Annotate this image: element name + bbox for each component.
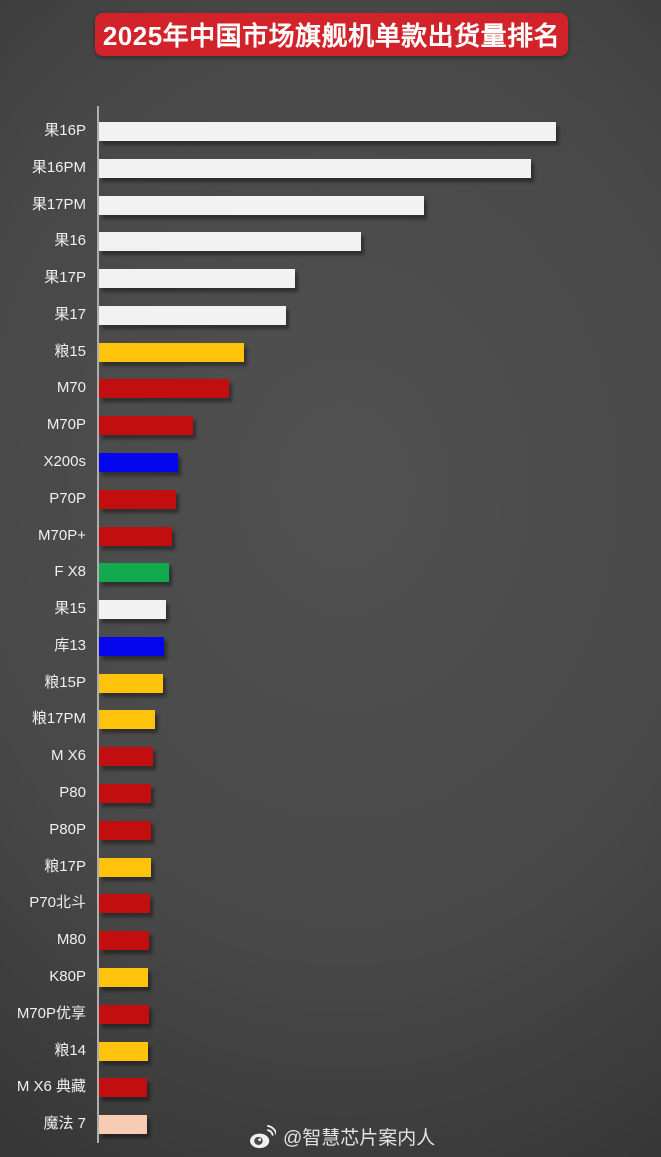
bar xyxy=(99,232,361,251)
bar-label: 果17PM xyxy=(31,196,86,213)
bar xyxy=(99,306,286,325)
bar-label: 果16P xyxy=(44,122,86,139)
bar-row: F X8 xyxy=(0,562,661,582)
axis-line xyxy=(97,106,99,1143)
watermark-handle: @智慧芯片案内人 xyxy=(283,1127,436,1149)
bar xyxy=(99,821,151,840)
bar-row: 果16PM xyxy=(0,158,661,178)
bar-label: 粮15P xyxy=(44,674,86,691)
weibo-icon xyxy=(250,1124,276,1148)
bar-row: P80P xyxy=(0,820,661,840)
bar xyxy=(99,784,151,803)
page-title: 2025年中国市场旗舰机单款出货量排名 xyxy=(102,21,561,51)
bar-label: P80P xyxy=(49,821,86,838)
bar-label: M70 xyxy=(56,379,86,396)
bar-label: P70P xyxy=(49,490,86,507)
bar xyxy=(99,122,556,141)
bar-row: M70P xyxy=(0,415,661,435)
bar-row: M X6 xyxy=(0,746,661,766)
bar-row: 果17PM xyxy=(0,195,661,215)
bar xyxy=(99,269,295,288)
bar-row: M70P+ xyxy=(0,526,661,546)
bar xyxy=(99,1005,149,1024)
bar-label: 魔法 7 xyxy=(43,1115,86,1132)
bar-label: M70P优享 xyxy=(16,1005,86,1022)
bar-label: 粮15 xyxy=(54,343,86,360)
bar-row: 粮17P xyxy=(0,857,661,877)
bar xyxy=(99,196,424,215)
bar xyxy=(99,527,172,546)
bar-row: M70 xyxy=(0,378,661,398)
bar xyxy=(99,968,148,987)
bar-row: 果16P xyxy=(0,121,661,141)
bar-label: 果17 xyxy=(54,306,86,323)
bar xyxy=(99,490,176,509)
bar-row: 果17P xyxy=(0,268,661,288)
bar-label: M80 xyxy=(56,931,86,948)
bar-row: P70P xyxy=(0,489,661,509)
bar-label: 果17P xyxy=(44,269,86,286)
bar xyxy=(99,674,163,693)
bar-label: M X6 xyxy=(50,747,86,764)
bar-label: M70P xyxy=(46,416,86,433)
title-banner: 2025年中国市场旗舰机单款出货量排名 xyxy=(95,13,568,56)
bar-row: X200s xyxy=(0,452,661,472)
bar-row: M80 xyxy=(0,930,661,950)
bar xyxy=(99,710,155,729)
bar-label: M X6 典藏 xyxy=(16,1078,86,1095)
bar-row: 果15 xyxy=(0,599,661,619)
bar-label: 果15 xyxy=(54,600,86,617)
bar-label: P70北斗 xyxy=(29,894,86,911)
bar-row: M X6 典藏 xyxy=(0,1077,661,1097)
bar-label: K80P xyxy=(49,968,86,985)
bar-label: 粮17PM xyxy=(31,710,86,727)
bar-label: 库13 xyxy=(54,637,86,654)
bar-row: 魔法 7 xyxy=(0,1114,661,1134)
bar xyxy=(99,416,193,435)
bar xyxy=(99,453,178,472)
bar-label: 粮14 xyxy=(54,1042,86,1059)
bar-label: F X8 xyxy=(54,563,86,580)
bar-row: 果16 xyxy=(0,231,661,251)
bar-label: X200s xyxy=(43,453,86,470)
bar-row: M70P优享 xyxy=(0,1004,661,1024)
bar xyxy=(99,1078,147,1097)
bar xyxy=(99,1042,148,1061)
bar-label: M70P+ xyxy=(38,527,86,544)
bar-row: P80 xyxy=(0,783,661,803)
bar-label: 果16PM xyxy=(31,159,86,176)
bar xyxy=(99,379,229,398)
bar-row: 库13 xyxy=(0,636,661,656)
bar-row: 粮15 xyxy=(0,342,661,362)
bar-row: K80P xyxy=(0,967,661,987)
bar-row: P70北斗 xyxy=(0,893,661,913)
bar xyxy=(99,894,150,913)
bar-label: 果16 xyxy=(54,232,86,249)
bar xyxy=(99,343,244,362)
bar xyxy=(99,159,531,178)
bar xyxy=(99,747,153,766)
bar xyxy=(99,563,169,582)
bar-row: 粮15P xyxy=(0,673,661,693)
bar xyxy=(99,600,166,619)
bar-row: 果17 xyxy=(0,305,661,325)
bar-row: 粮14 xyxy=(0,1041,661,1061)
bar-label: 粮17P xyxy=(44,858,86,875)
bar-label: P80 xyxy=(59,784,86,801)
bar xyxy=(99,931,149,950)
bar xyxy=(99,637,164,656)
bar xyxy=(99,1115,147,1134)
bar-row: 粮17PM xyxy=(0,709,661,729)
watermark: @智慧芯片案内人 xyxy=(249,1121,435,1151)
bar xyxy=(99,858,151,877)
